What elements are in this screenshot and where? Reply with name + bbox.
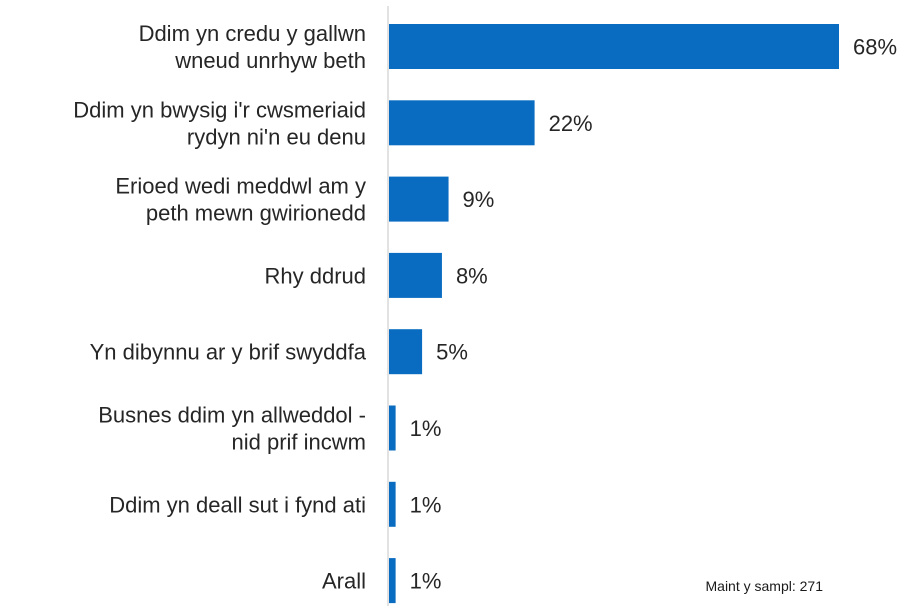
- category-label-8-line-1: Arall: [322, 569, 366, 594]
- category-label-2: Ddim yn bwysig i'r cwsmeriaid rydyn ni'n …: [73, 97, 366, 149]
- value-label-3: 9%: [463, 187, 495, 212]
- category-label-8: Arall: [322, 569, 366, 594]
- value-label-7: 1%: [410, 492, 442, 517]
- value-label-2: 22%: [549, 111, 593, 136]
- category-label-3: Erioed wedi meddwl am y peth mewn gwirion…: [115, 174, 366, 226]
- category-label-1-line-1: Ddim yn credu y gallwn: [139, 21, 366, 46]
- bar-7: [389, 481, 396, 527]
- category-label-1-line-2: wneud unrhyw beth: [174, 48, 366, 73]
- bar-6: [389, 405, 396, 451]
- category-label-3-line-2: peth mewn gwirionedd: [146, 201, 366, 226]
- bar-3: [389, 176, 449, 222]
- category-label-1: Ddim yn credu y gallwn wneud unrhyw beth: [139, 21, 366, 73]
- category-label-7: Ddim yn deall sut i fynd ati: [109, 492, 366, 517]
- bar-2: [389, 100, 535, 146]
- value-label-8: 1%: [410, 569, 442, 594]
- category-label-5-line-1: Yn dibynnu ar y brif swyddfa: [90, 340, 367, 365]
- category-label-6: Busnes ddim yn allweddol -nid prif incwm: [98, 403, 366, 455]
- value-label-4: 8%: [456, 263, 488, 288]
- category-label-6-line-1: Busnes ddim yn allweddol -: [98, 403, 366, 428]
- sample-size-note: Maint y sampl: 271: [705, 578, 824, 594]
- bar-4: [389, 252, 442, 298]
- category-label-4: Rhy ddrud: [264, 263, 366, 288]
- value-label-6: 1%: [410, 416, 442, 441]
- bar-8: [389, 558, 396, 604]
- category-label-5: Yn dibynnu ar y brif swyddfa: [90, 340, 367, 365]
- category-label-7-line-1: Ddim yn deall sut i fynd ati: [109, 492, 366, 517]
- value-label-1: 68%: [853, 35, 897, 60]
- category-label-2-line-2: rydyn ni'n eu denu: [187, 124, 366, 149]
- category-label-2-line-1: Ddim yn bwysig i'r cwsmeriaid: [73, 97, 366, 122]
- bar-1: [389, 24, 839, 69]
- value-label-5: 5%: [436, 340, 468, 365]
- bar-5: [389, 329, 423, 375]
- category-label-4-line-1: Rhy ddrud: [264, 263, 366, 288]
- category-label-6-line-2: nid prif incwm: [232, 430, 366, 455]
- category-label-3-line-1: Erioed wedi meddwl am y: [115, 174, 366, 199]
